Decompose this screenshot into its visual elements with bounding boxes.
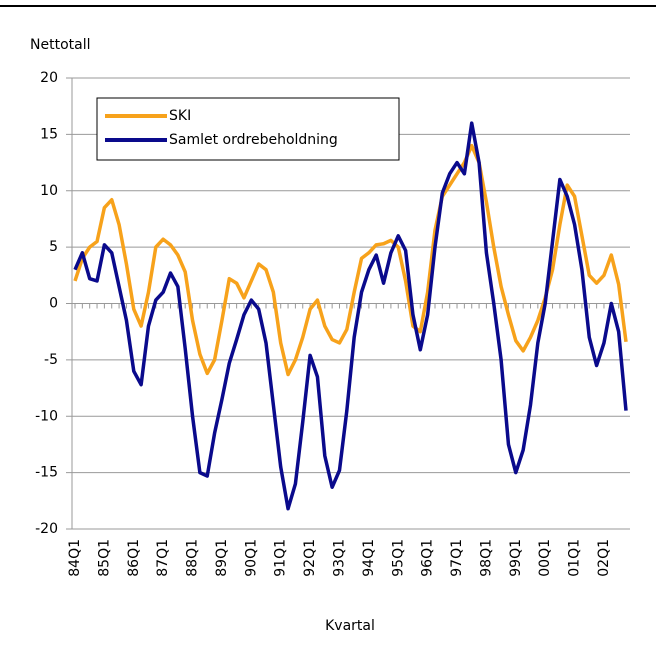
x-tick-label: 01Q1	[567, 539, 583, 577]
series-line	[73, 121, 628, 511]
x-tick-label: 86Q1	[126, 539, 142, 577]
x-tick-label: 97Q1	[449, 539, 465, 577]
x-tick-label: 84Q1	[67, 539, 83, 577]
legend-label: Samlet ordrebeholdning	[169, 132, 338, 148]
x-tick-label: 85Q1	[96, 539, 112, 577]
x-axis-label: Kvartal	[325, 618, 375, 634]
legend-box	[96, 97, 400, 161]
y-tick-label: 20	[40, 70, 58, 86]
y-tick-label: 15	[40, 126, 58, 142]
y-tick-label: 10	[40, 183, 58, 199]
x-tick-label: 89Q1	[214, 539, 230, 577]
x-tick-label: 00Q1	[537, 539, 553, 577]
y-tick-label: 0	[49, 296, 58, 312]
x-tick-label: 87Q1	[155, 539, 171, 577]
x-tick-label: 90Q1	[243, 539, 259, 577]
x-tick-label: 02Q1	[596, 539, 612, 577]
y-tick-label: -15	[35, 465, 58, 481]
x-tick-label: 99Q1	[508, 539, 524, 577]
x-tick-label: 92Q1	[302, 539, 318, 577]
x-tick-label: 96Q1	[420, 539, 436, 577]
x-tick-label: 88Q1	[185, 539, 201, 577]
y-tick-label: -10	[35, 408, 58, 424]
y-axis-label: Nettotall	[30, 37, 90, 53]
y-tick-label: -5	[44, 352, 58, 368]
x-tick-label: 98Q1	[478, 539, 494, 577]
series-line	[73, 143, 628, 377]
legend-label: SKI	[169, 108, 191, 124]
x-tick-label: 95Q1	[390, 539, 406, 577]
y-tick-label: -20	[35, 521, 58, 537]
y-tick-label: 5	[49, 239, 58, 255]
legend: SKI Samlet ordrebeholdning	[96, 97, 400, 161]
x-tick-label: 94Q1	[361, 539, 377, 577]
x-tick-label: 91Q1	[273, 539, 289, 577]
x-tick-label: 93Q1	[331, 539, 347, 577]
